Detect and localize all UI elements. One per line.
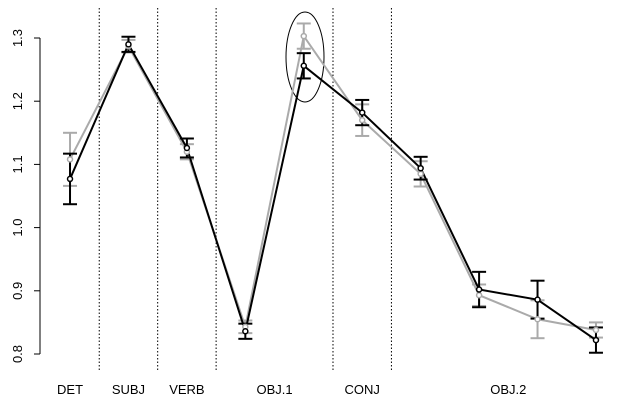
point bbox=[300, 62, 308, 70]
point bbox=[66, 156, 74, 163]
y-tick-label: 0.8 bbox=[10, 345, 25, 363]
point bbox=[125, 41, 132, 48]
series-line bbox=[69, 42, 597, 341]
point bbox=[358, 109, 366, 116]
x-tick-label: OBJ.1 bbox=[256, 382, 292, 397]
y-tick-label: 1.1 bbox=[10, 155, 25, 173]
x-tick-label: CONJ bbox=[345, 382, 380, 397]
y-tick-label: 1.2 bbox=[10, 92, 25, 110]
point bbox=[592, 326, 600, 334]
point bbox=[66, 175, 74, 183]
point bbox=[183, 144, 191, 152]
point bbox=[475, 286, 483, 293]
highlight-ellipse bbox=[285, 11, 325, 103]
point bbox=[242, 327, 249, 335]
y-tick-label: 0.9 bbox=[10, 282, 25, 300]
point bbox=[475, 291, 483, 299]
point bbox=[417, 164, 424, 172]
point bbox=[300, 32, 308, 40]
point bbox=[358, 116, 366, 124]
point bbox=[534, 296, 541, 303]
point bbox=[534, 315, 541, 323]
point bbox=[592, 336, 600, 344]
y-tick-label: 1.0 bbox=[10, 219, 25, 237]
series-line bbox=[69, 33, 597, 331]
y-tick-label: 1.3 bbox=[10, 29, 25, 47]
x-tick-label: OBJ.2 bbox=[490, 382, 526, 397]
x-tick-label: DET bbox=[57, 382, 83, 397]
x-tick-label: VERB bbox=[169, 382, 204, 397]
x-tick-label: SUBJ bbox=[112, 382, 145, 397]
point bbox=[417, 170, 424, 178]
